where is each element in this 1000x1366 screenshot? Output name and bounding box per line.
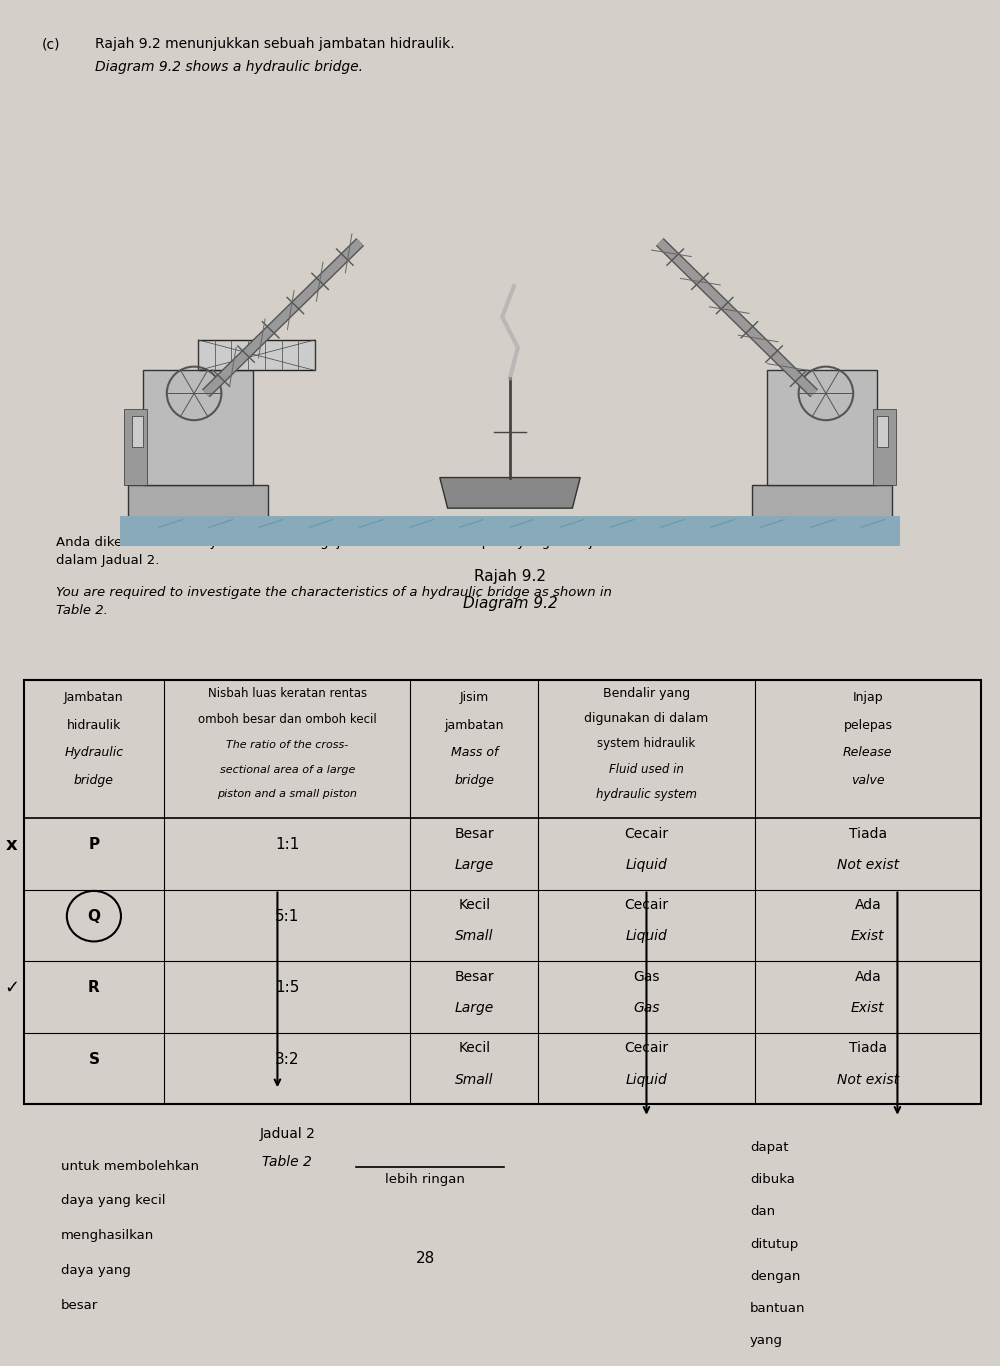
Text: 1:1: 1:1 bbox=[275, 837, 299, 852]
Text: Besar: Besar bbox=[454, 970, 494, 984]
Text: Jadual 2: Jadual 2 bbox=[259, 1127, 315, 1142]
Bar bbox=[143, 370, 253, 485]
Text: P: P bbox=[88, 837, 99, 852]
Text: piston and a small piston: piston and a small piston bbox=[217, 790, 357, 799]
Text: daya yang kecil: daya yang kecil bbox=[61, 1194, 165, 1208]
Text: Rajah 9.2 menunjukkan sebuah jambatan hidraulik.: Rajah 9.2 menunjukkan sebuah jambatan hi… bbox=[95, 37, 455, 52]
Text: lebih ringan: lebih ringan bbox=[385, 1173, 465, 1186]
Bar bbox=[873, 408, 896, 485]
Text: Cecair: Cecair bbox=[624, 1041, 669, 1056]
Text: Injap: Injap bbox=[853, 691, 883, 703]
Text: Cecair: Cecair bbox=[624, 899, 669, 912]
Text: Not exist: Not exist bbox=[837, 1072, 899, 1086]
Text: Table 2: Table 2 bbox=[262, 1156, 312, 1169]
Text: Exist: Exist bbox=[851, 929, 885, 944]
Text: bantuan: bantuan bbox=[750, 1302, 805, 1315]
Text: dibuka: dibuka bbox=[750, 1173, 795, 1186]
Text: daya yang: daya yang bbox=[61, 1265, 131, 1277]
Bar bbox=[877, 417, 888, 447]
Text: Cecair: Cecair bbox=[624, 826, 669, 840]
Text: sectional area of a large: sectional area of a large bbox=[220, 765, 355, 775]
Text: Kecil: Kecil bbox=[458, 899, 490, 912]
Text: Gas: Gas bbox=[633, 1001, 660, 1015]
Bar bbox=[124, 408, 147, 485]
Text: Besar: Besar bbox=[454, 826, 494, 840]
Text: Tiada: Tiada bbox=[849, 1041, 887, 1056]
Text: Tiada: Tiada bbox=[849, 826, 887, 840]
Bar bbox=[767, 370, 877, 485]
Text: Q: Q bbox=[87, 908, 100, 923]
Bar bbox=[132, 417, 143, 447]
Text: system hidraulik: system hidraulik bbox=[597, 738, 696, 750]
Bar bbox=[128, 485, 268, 531]
Text: Large: Large bbox=[455, 858, 494, 872]
Text: bridge: bridge bbox=[454, 773, 494, 787]
Text: bridge: bridge bbox=[74, 773, 114, 787]
Text: S: S bbox=[88, 1052, 99, 1067]
Text: omboh besar dan omboh kecil: omboh besar dan omboh kecil bbox=[198, 713, 377, 727]
Text: dengan: dengan bbox=[750, 1270, 800, 1283]
Bar bbox=[752, 485, 892, 531]
Text: Release: Release bbox=[843, 746, 893, 759]
Text: Not exist: Not exist bbox=[837, 858, 899, 872]
Text: ✓: ✓ bbox=[4, 979, 19, 997]
Text: ditutup: ditutup bbox=[750, 1238, 798, 1251]
Text: Ada: Ada bbox=[855, 970, 881, 984]
Text: The ratio of the cross-: The ratio of the cross- bbox=[226, 740, 348, 750]
Text: Gas: Gas bbox=[633, 970, 660, 984]
Text: untuk membolehkan: untuk membolehkan bbox=[61, 1160, 199, 1172]
Text: R: R bbox=[88, 981, 100, 996]
Text: 1:5: 1:5 bbox=[275, 981, 299, 996]
Text: You are required to investigate the characteristics of a hydraulic bridge as sho: You are required to investigate the char… bbox=[56, 586, 612, 617]
Text: Kecil: Kecil bbox=[458, 1041, 490, 1056]
Polygon shape bbox=[440, 478, 580, 508]
Text: hydraulic system: hydraulic system bbox=[596, 788, 697, 800]
Text: Small: Small bbox=[455, 1072, 494, 1086]
Text: digunakan di dalam: digunakan di dalam bbox=[584, 712, 709, 725]
Polygon shape bbox=[198, 340, 315, 370]
Text: Nisbah luas keratan rentas: Nisbah luas keratan rentas bbox=[208, 687, 367, 701]
Text: Ada: Ada bbox=[855, 899, 881, 912]
Text: pelepas: pelepas bbox=[843, 719, 892, 732]
Text: Liquid: Liquid bbox=[626, 929, 667, 944]
Text: Diagram 9.2 shows a hydraulic bridge.: Diagram 9.2 shows a hydraulic bridge. bbox=[95, 60, 363, 74]
Text: Small: Small bbox=[455, 929, 494, 944]
Text: valve: valve bbox=[851, 773, 885, 787]
Text: yang: yang bbox=[750, 1335, 783, 1347]
Text: Rajah 9.2: Rajah 9.2 bbox=[474, 570, 546, 585]
Text: 3:2: 3:2 bbox=[275, 1052, 300, 1067]
Text: (c): (c) bbox=[41, 37, 60, 52]
Text: 28: 28 bbox=[415, 1251, 435, 1266]
Text: Hydraulic: Hydraulic bbox=[64, 746, 123, 759]
Text: dan: dan bbox=[750, 1205, 775, 1218]
Text: Diagram 9.2: Diagram 9.2 bbox=[463, 596, 557, 611]
Text: Jisim: Jisim bbox=[460, 691, 489, 703]
Text: Fluid used in: Fluid used in bbox=[609, 762, 684, 776]
Bar bbox=[24, 680, 981, 1105]
Bar bbox=[120, 516, 900, 546]
Text: hidraulik: hidraulik bbox=[67, 719, 121, 732]
Text: Mass of: Mass of bbox=[451, 746, 498, 759]
Text: besar: besar bbox=[61, 1299, 98, 1313]
Text: 5:1: 5:1 bbox=[275, 908, 299, 923]
Text: Anda dikehendaki menyiasat ciri-ciri bagi jambatan hidraulik seperti yang ditunj: Anda dikehendaki menyiasat ciri-ciri bag… bbox=[56, 535, 633, 567]
Text: x: x bbox=[6, 836, 18, 854]
Text: Jambatan: Jambatan bbox=[64, 691, 124, 703]
Text: Exist: Exist bbox=[851, 1001, 885, 1015]
Text: menghasilkan: menghasilkan bbox=[61, 1229, 154, 1242]
Text: Liquid: Liquid bbox=[626, 858, 667, 872]
Text: Bendalir yang: Bendalir yang bbox=[603, 687, 690, 701]
Text: jambatan: jambatan bbox=[445, 719, 504, 732]
Text: Large: Large bbox=[455, 1001, 494, 1015]
Text: Liquid: Liquid bbox=[626, 1072, 667, 1086]
Text: dapat: dapat bbox=[750, 1141, 788, 1154]
